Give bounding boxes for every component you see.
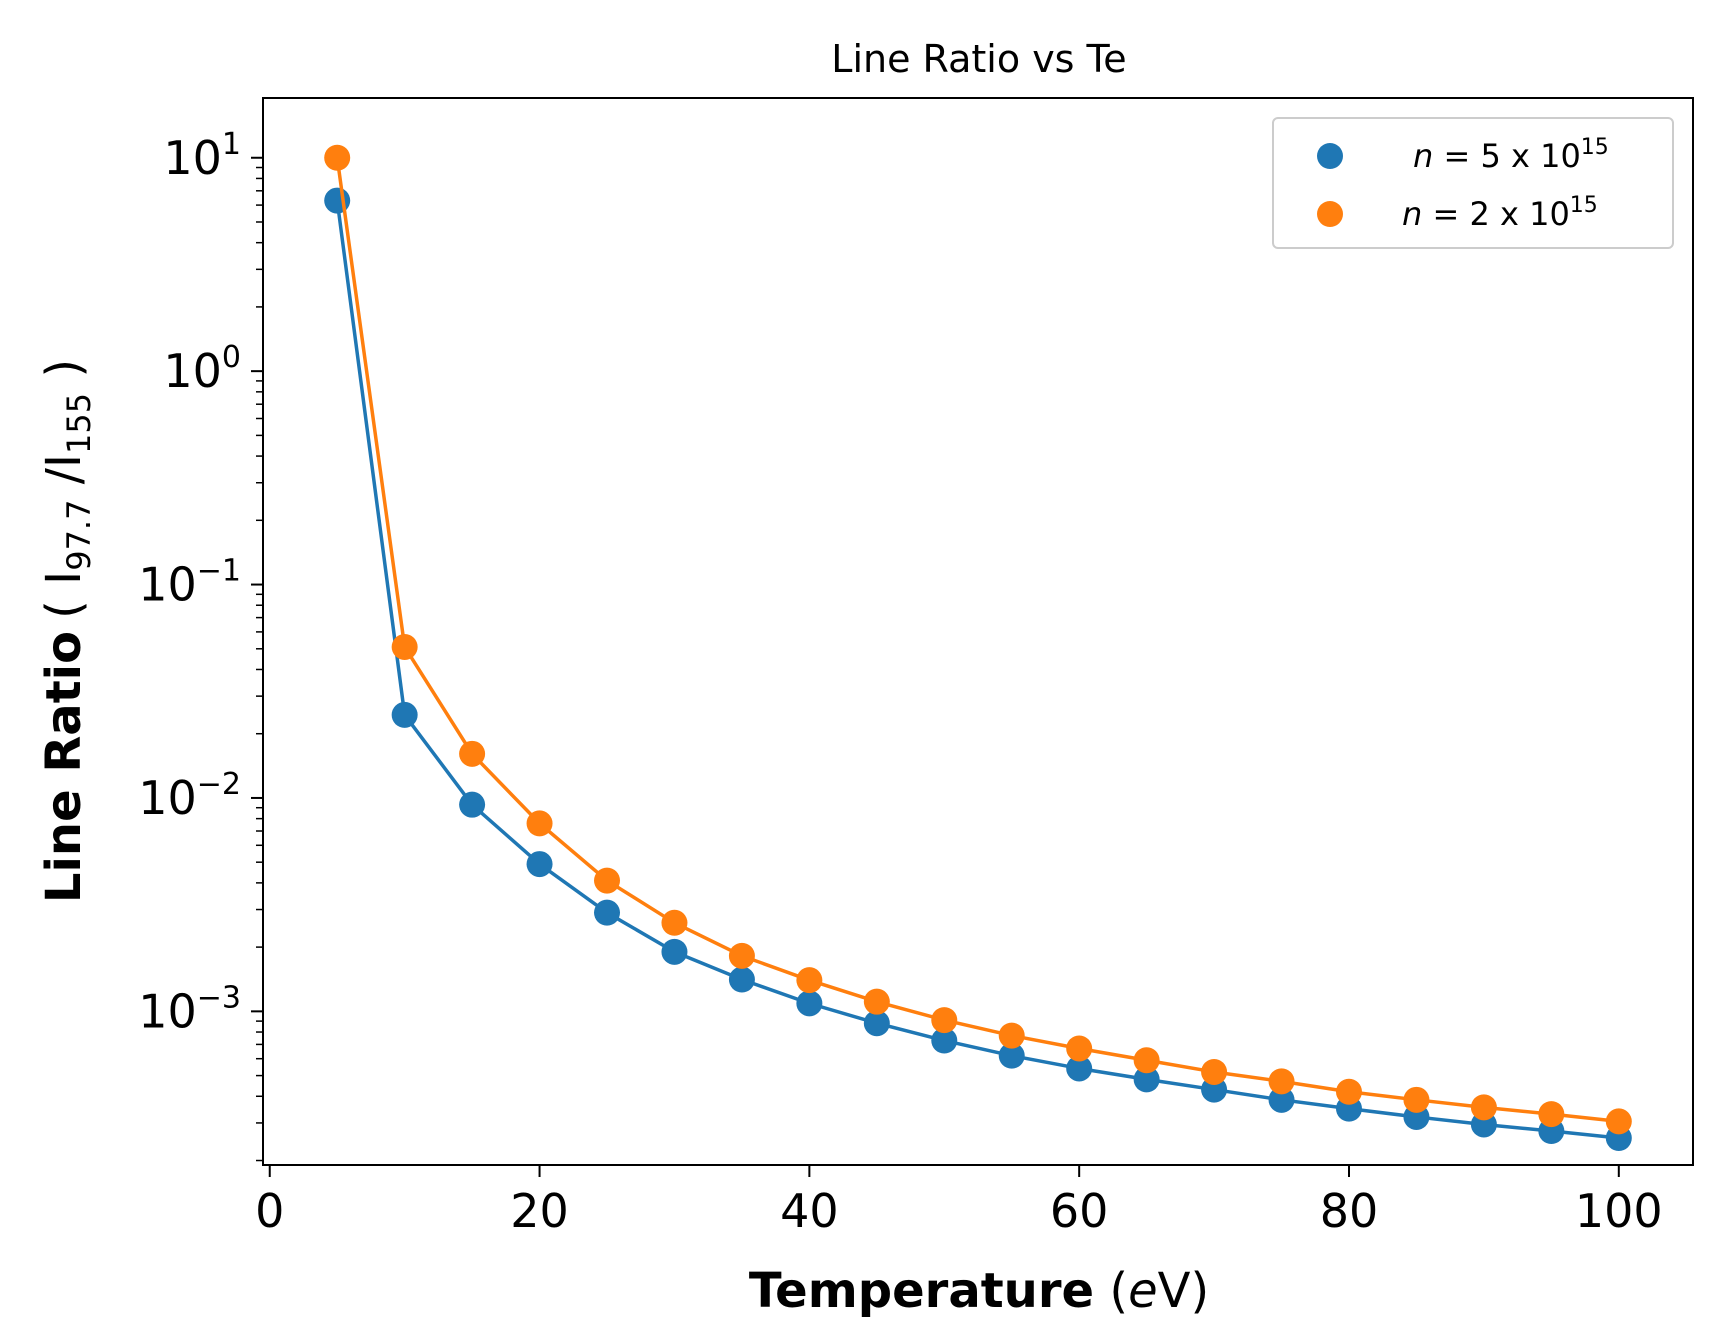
legend-label-series-2: n = 2 x 1015 <box>1402 193 1598 233</box>
data-point <box>796 967 823 994</box>
data-point <box>1470 1094 1497 1121</box>
data-point <box>728 966 755 993</box>
axis-ticks: 0 20 40 60 80 100 101 100 10−1 10−2 10−3 <box>138 127 1662 1238</box>
x-tick-label: 0 <box>255 1184 284 1238</box>
data-point <box>459 740 486 767</box>
data-point <box>1133 1066 1160 1093</box>
data-point <box>324 144 351 171</box>
y-tick-label: 10−1 <box>138 554 241 612</box>
y-tick-label: 101 <box>163 127 241 185</box>
y-tick-label: 100 <box>163 340 241 398</box>
data-point <box>391 701 418 728</box>
series-2 <box>324 144 1632 1135</box>
data-point <box>526 810 553 837</box>
x-tick-label: 60 <box>1050 1184 1109 1238</box>
data-point <box>1538 1101 1565 1128</box>
x-axis-label: Temperature (eV) <box>749 1263 1209 1319</box>
chart-title: Line Ratio vs Te <box>831 37 1126 81</box>
legend-label-series-1: n = 5 x 1015 <box>1413 135 1609 175</box>
data-point <box>863 1010 890 1037</box>
series-1 <box>324 187 1632 1151</box>
legend-box <box>1272 117 1674 249</box>
x-tick-label: 80 <box>1320 1184 1379 1238</box>
data-point <box>1605 1108 1632 1135</box>
legend: n = 5 x 1015 n = 2 x 1015 <box>1272 117 1674 249</box>
x-tick-label: 20 <box>510 1184 569 1238</box>
data-point <box>931 1007 958 1034</box>
data-point <box>594 867 621 894</box>
data-point <box>324 187 351 214</box>
data-point <box>931 1027 958 1054</box>
y-axis-label: Line Ratio( I97.7 /I155 ) <box>36 359 98 903</box>
y-tick-label: 10−2 <box>138 767 241 825</box>
plot-frame <box>262 97 1694 1166</box>
data-point <box>1403 1086 1430 1113</box>
data-point <box>796 990 823 1017</box>
data-point <box>998 1042 1025 1069</box>
series-line <box>335 157 1619 1124</box>
data-point <box>526 851 553 878</box>
data-point <box>863 988 890 1015</box>
data-point <box>1268 1086 1295 1113</box>
data-point <box>1201 1058 1228 1085</box>
data-point <box>594 899 621 926</box>
data-point <box>391 633 418 660</box>
data-point <box>661 909 688 936</box>
legend-marker-series-1 <box>1317 143 1343 169</box>
y-tick-label: 10−3 <box>138 980 241 1038</box>
data-point <box>1133 1047 1160 1074</box>
data-point <box>459 791 486 818</box>
data-point <box>998 1022 1025 1049</box>
data-point <box>1066 1035 1093 1062</box>
data-point <box>1268 1068 1295 1095</box>
data-point <box>728 942 755 969</box>
data-point <box>1066 1055 1093 1082</box>
x-tick-label: 40 <box>780 1184 839 1238</box>
series-layer <box>324 144 1632 1151</box>
legend-marker-series-2 <box>1317 201 1343 227</box>
data-point <box>661 938 688 965</box>
series-line <box>335 200 1619 1140</box>
data-point <box>1335 1078 1362 1105</box>
x-tick-label: 100 <box>1575 1184 1663 1238</box>
